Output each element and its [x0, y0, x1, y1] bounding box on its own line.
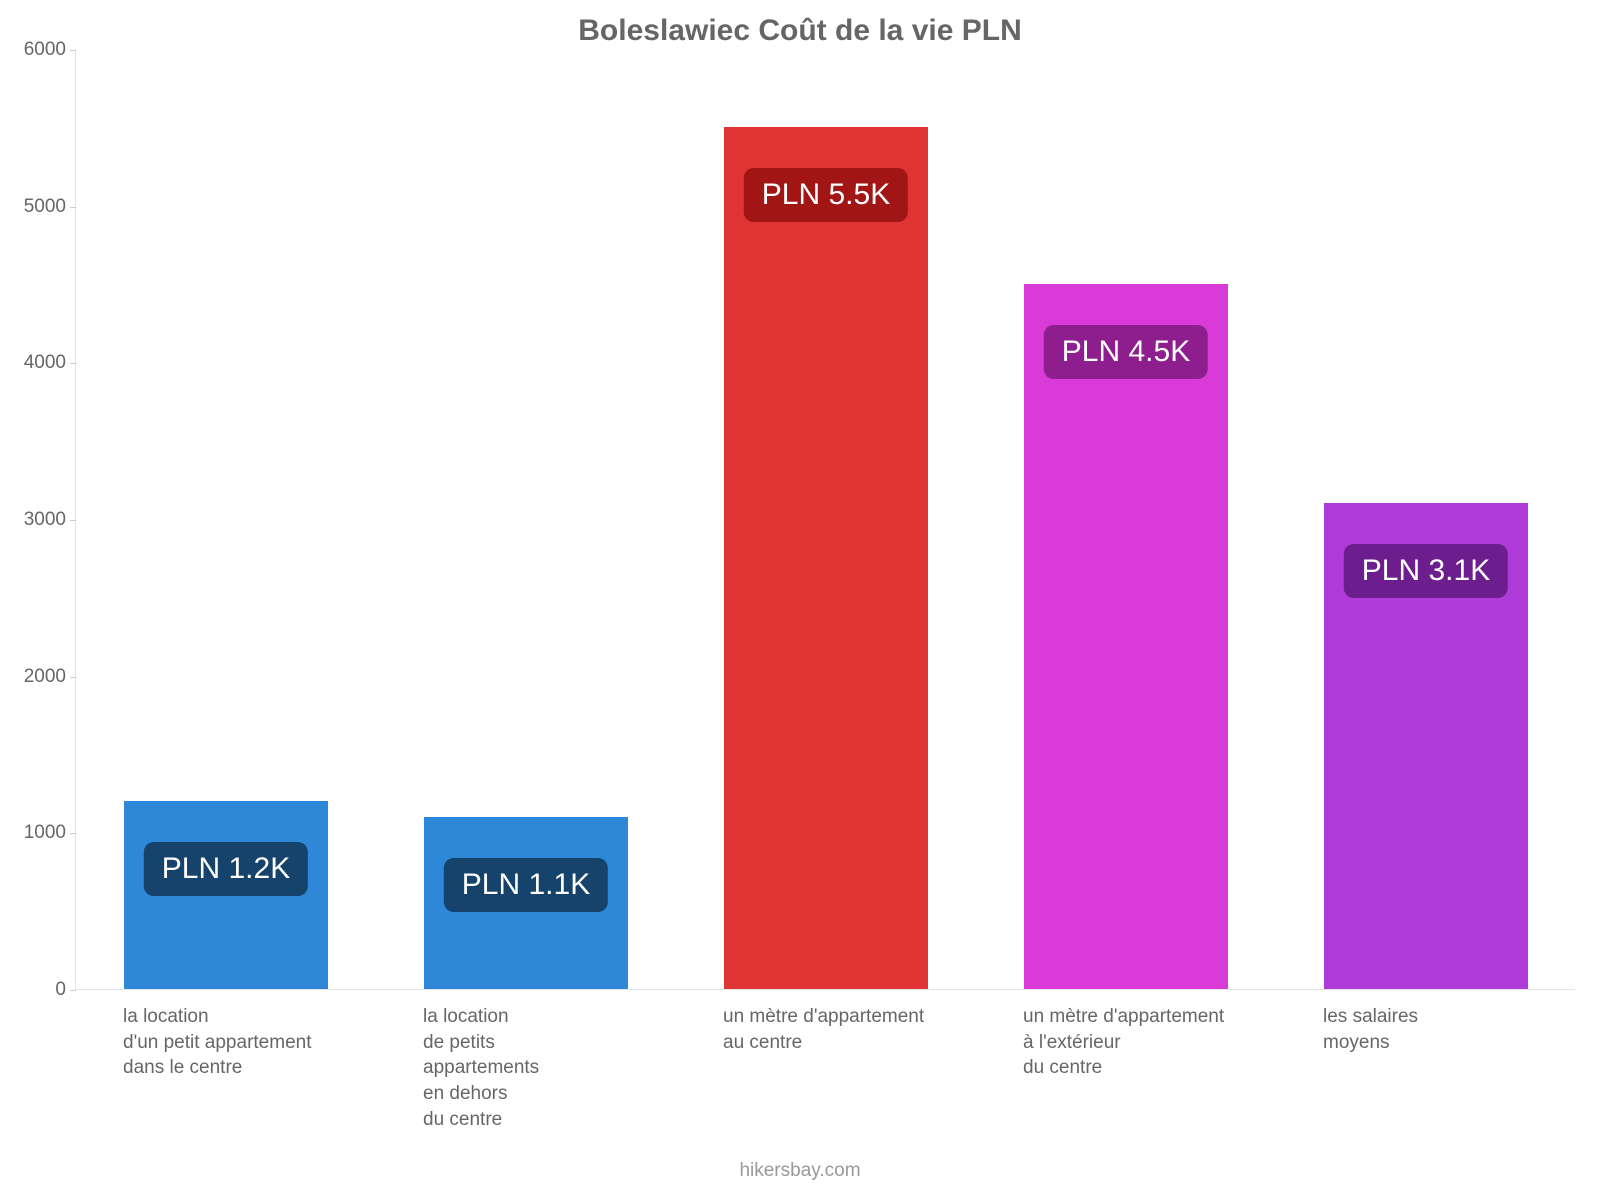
bar	[724, 127, 928, 989]
y-axis-tick-label: 4000	[21, 352, 66, 374]
plot-area: 0100020003000400050006000PLN 1.2KPLN 1.1…	[75, 50, 1575, 990]
y-axis-tick-mark	[70, 50, 76, 51]
x-axis-category-label: la location de petits appartements en de…	[423, 1004, 539, 1132]
x-axis-category-label: les salaires moyens	[1323, 1004, 1418, 1055]
attribution-text: hikersbay.com	[0, 1160, 1600, 1182]
bar-value-badge: PLN 4.5K	[1044, 325, 1208, 379]
y-axis-tick-label: 6000	[21, 39, 66, 61]
y-axis-tick-label: 5000	[21, 196, 66, 218]
x-axis-category-label: la location d'un petit appartement dans …	[123, 1004, 311, 1081]
y-axis-tick-label: 0	[21, 979, 66, 1001]
x-axis-category-label: un mètre d'appartement au centre	[723, 1004, 924, 1055]
chart-title: Boleslawiec Coût de la vie PLN	[0, 14, 1600, 48]
bar	[1024, 284, 1228, 989]
y-axis-tick-label: 1000	[21, 822, 66, 844]
x-axis-category-label: un mètre d'appartement à l'extérieur du …	[1023, 1004, 1224, 1081]
bar-value-badge: PLN 3.1K	[1344, 544, 1508, 598]
bar-value-badge: PLN 1.1K	[444, 858, 608, 912]
y-axis-tick-label: 2000	[21, 666, 66, 688]
chart-container: Boleslawiec Coût de la vie PLN 010002000…	[0, 0, 1600, 1200]
bar-value-badge: PLN 5.5K	[744, 168, 908, 222]
bar-value-badge: PLN 1.2K	[144, 842, 308, 896]
y-axis-tick-label: 3000	[21, 509, 66, 531]
y-axis-tick-mark	[70, 833, 76, 834]
y-axis-tick-mark	[70, 677, 76, 678]
y-axis-tick-mark	[70, 990, 76, 991]
y-axis-tick-mark	[70, 363, 76, 364]
y-axis-tick-mark	[70, 207, 76, 208]
y-axis-tick-mark	[70, 520, 76, 521]
